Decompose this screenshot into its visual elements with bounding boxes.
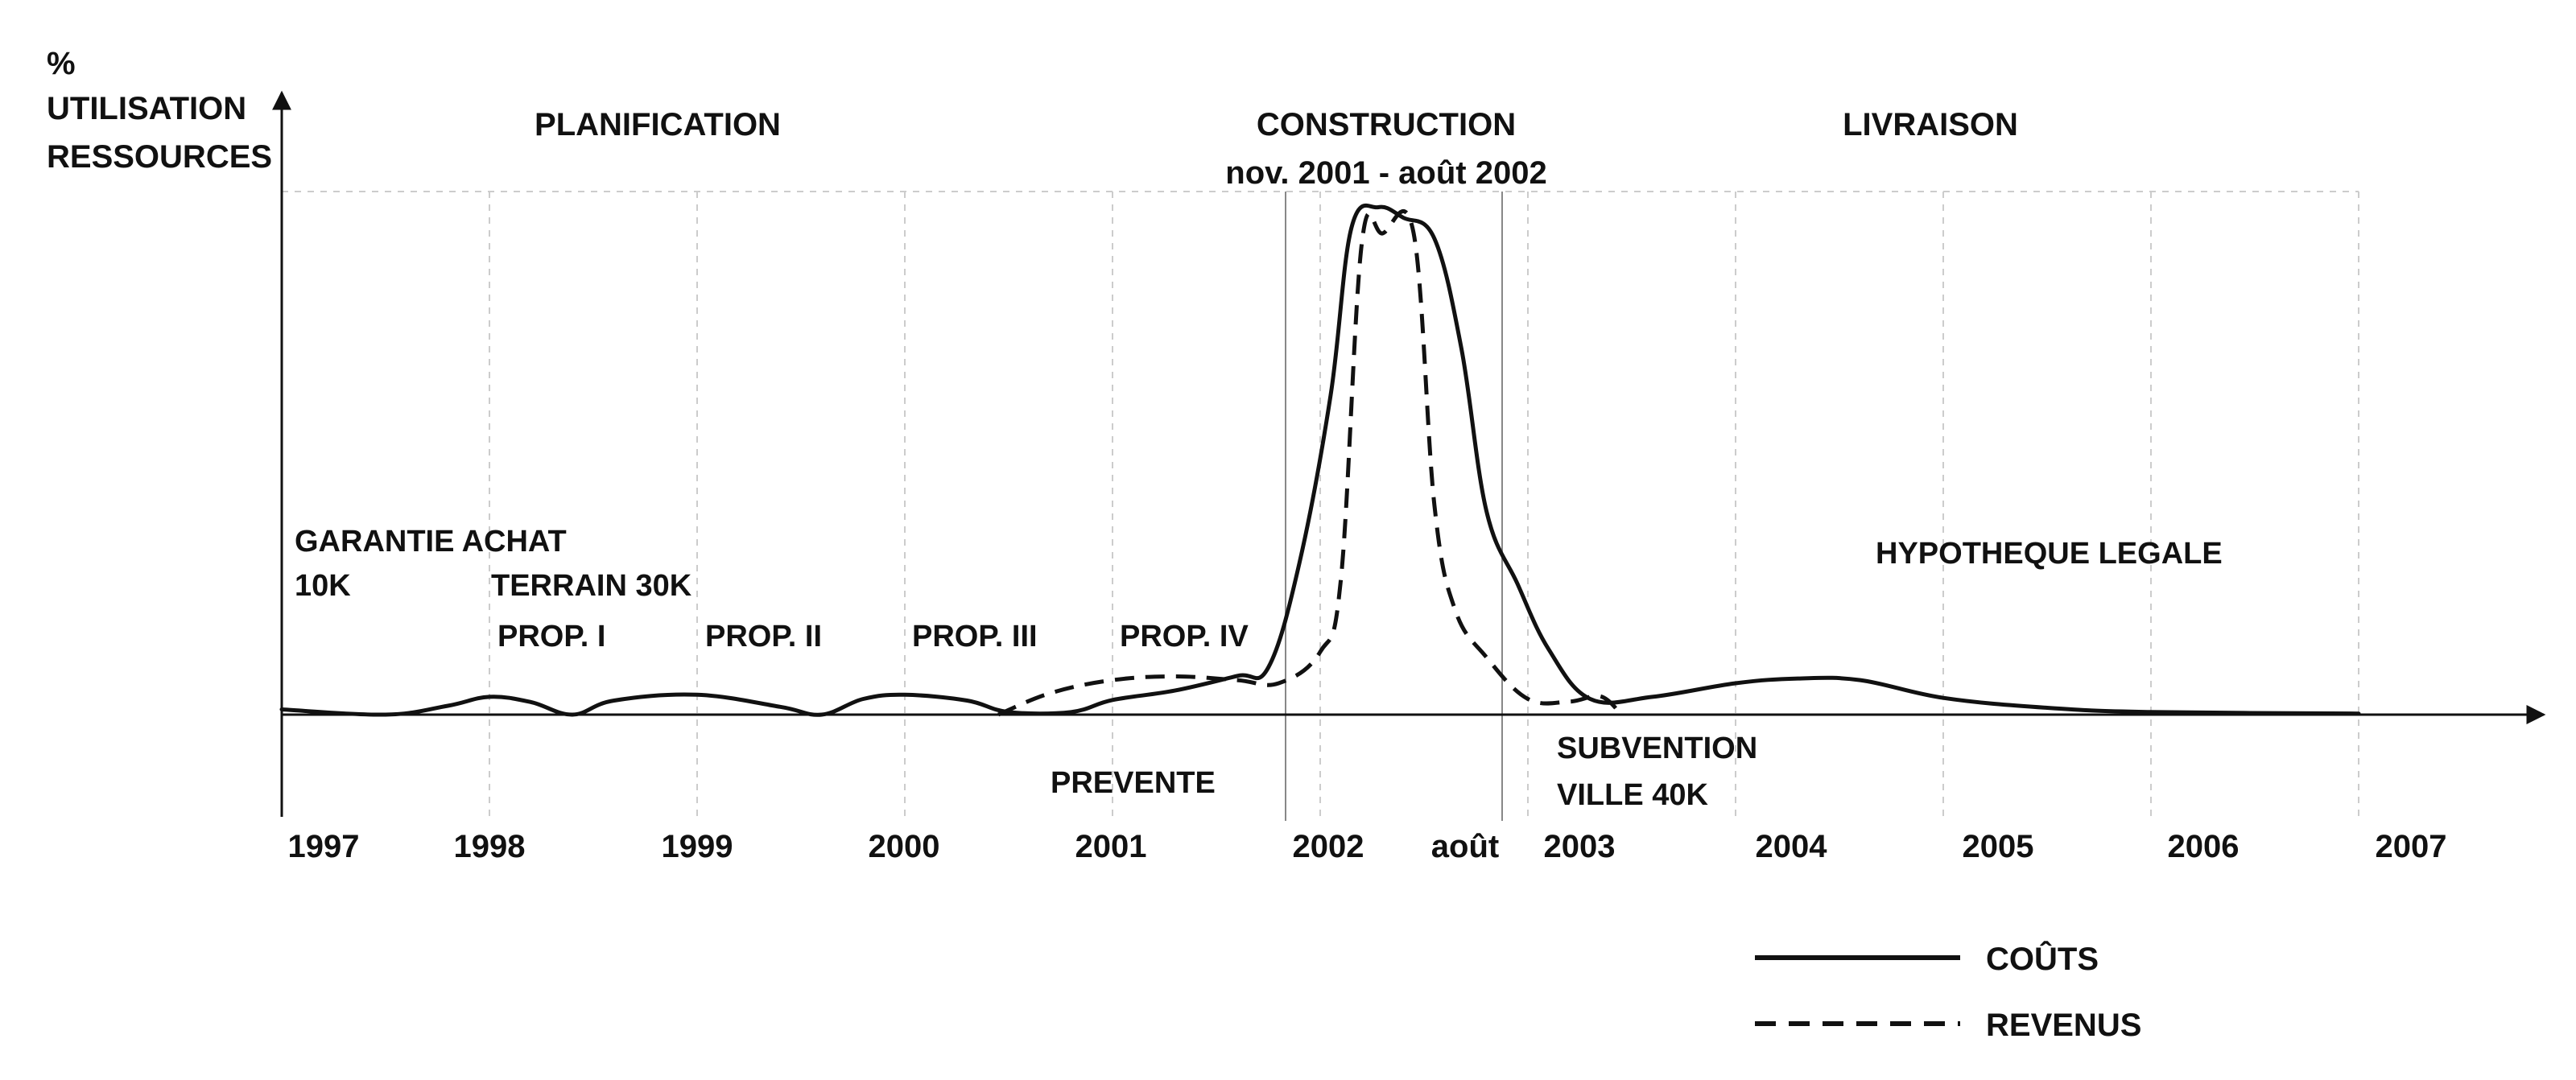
y-axis-label-line-1: % [47,46,76,81]
phase-label-construction: CONSTRUCTION [1257,107,1516,142]
annotation-prop-4: PROP. IV [1120,620,1249,653]
series-line-revenue [997,208,1623,717]
x-tick-labels: 1997 1998 1999 2000 2001 2002 août 2003 2004 2005… [288,829,2447,864]
annotation-terrain: TERRAIN 30K [491,569,692,603]
phase-sublabel-construction: nov. 2001 - août 2002 [1225,155,1546,191]
x-tick-label: 2000 [869,829,940,864]
x-tick-label: 2004 [1756,829,1828,864]
grid-lines [282,191,2359,821]
legend-label-costs: COÛTS [1986,940,2099,977]
x-tick-label: 1997 [288,829,360,864]
annotation-hypotheque: HYPOTHEQUE LEGALE [1876,537,2223,571]
x-tick-label: 2006 [2168,829,2240,864]
annotation-garantie-achat: GARANTIE ACHAT [295,525,567,559]
x-tick-label: 2003 [1544,829,1616,864]
annotation-prop-1: PROP. I [497,620,605,653]
x-tick-label: août [1431,829,1499,864]
annotation-prop-2: PROP. II [705,620,822,653]
x-tick-label: 2001 [1075,829,1147,864]
x-tick-label: 2007 [2376,829,2447,864]
series-line-costs [279,203,2361,717]
y-axis-label-line-3: RESSOURCES [47,139,272,175]
annotation-garantie-10k: 10K [295,569,351,603]
x-tick-label: 1999 [662,829,733,864]
phase-label-livraison: LIVRAISON [1843,107,2018,142]
y-axis-label-line-2: UTILISATION [47,91,246,126]
x-tick-label: 2005 [1963,829,2034,864]
legend: COÛTS REVENUS [1755,940,2141,1043]
annotation-prop-3: PROP. III [912,620,1038,653]
annotation-prevente: PREVENTE [1051,766,1216,800]
annotation-subvention: SUBVENTION [1557,732,1757,765]
annotation-subvention-ville: VILLE 40K [1557,778,1708,812]
phase-label-planification: PLANIFICATION [535,107,781,142]
legend-label-revenue: REVENUS [1986,1008,2141,1043]
x-tick-label: 2002 [1293,829,1364,864]
x-tick-label: 1998 [454,829,526,864]
